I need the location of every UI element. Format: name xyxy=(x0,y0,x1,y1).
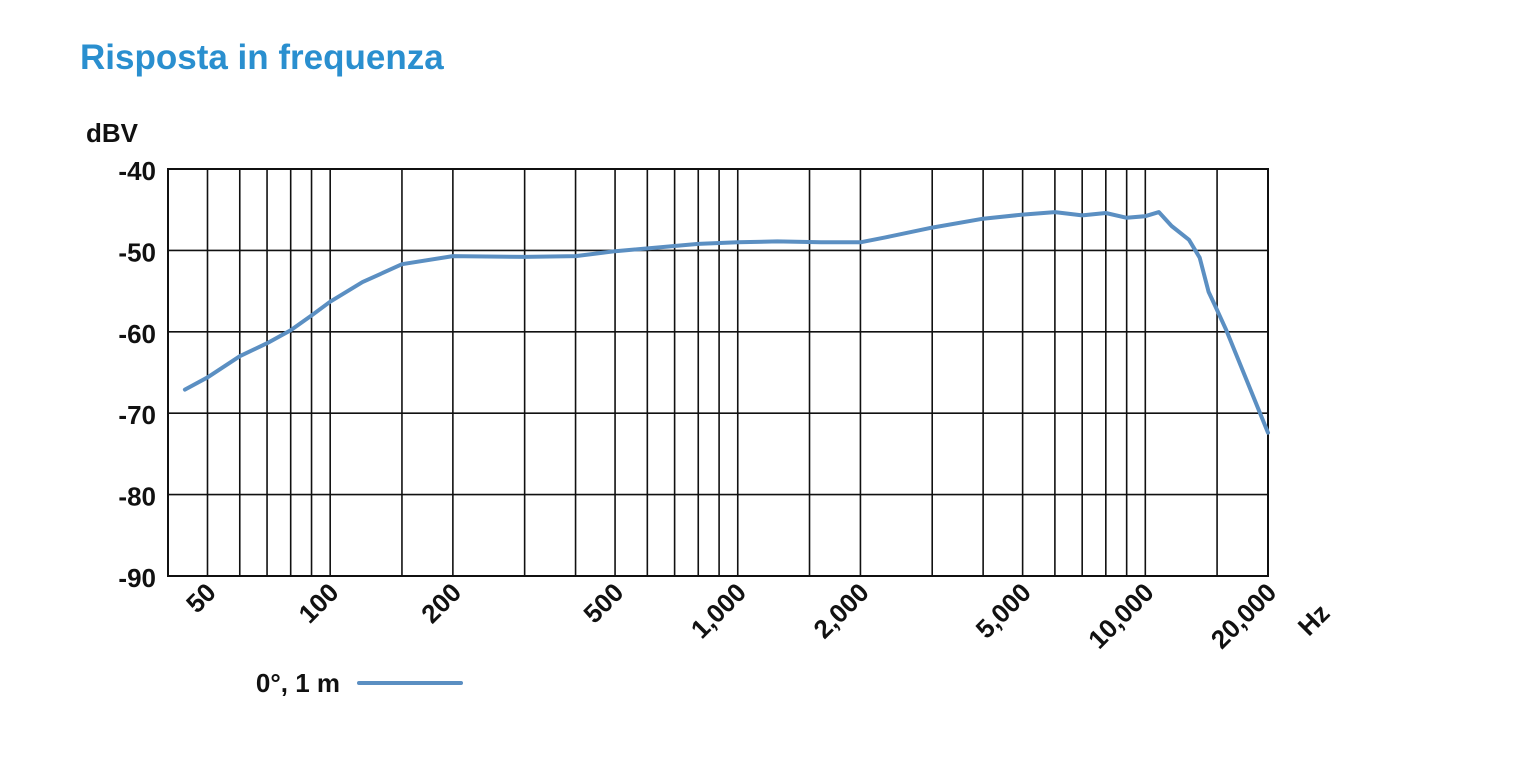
x-tick-label: 100 xyxy=(293,577,345,629)
chart-title: Risposta in frequenza xyxy=(80,38,444,77)
x-axis-label: Hz xyxy=(1292,598,1336,642)
x-tick-label: 50 xyxy=(180,577,222,619)
y-axis-label: dBV xyxy=(86,118,139,148)
x-tick-label: 20,000 xyxy=(1205,577,1282,654)
x-tick-label: 500 xyxy=(577,577,629,629)
y-tick-label: -50 xyxy=(118,237,156,267)
x-tick-label: 1,000 xyxy=(685,577,752,644)
legend-label: 0°, 1 m xyxy=(256,668,340,698)
y-tick-label: -60 xyxy=(118,319,156,349)
y-tick-label: -90 xyxy=(118,563,156,593)
series-line xyxy=(182,210,1270,435)
y-tick-label: -40 xyxy=(118,156,156,186)
y-tick-label: -80 xyxy=(118,482,156,512)
x-tick-label: 200 xyxy=(415,577,467,629)
x-tick-label: 5,000 xyxy=(970,577,1037,644)
plot-frame xyxy=(167,168,1269,577)
y-tick-label: -70 xyxy=(118,400,156,430)
x-tick-label: 10,000 xyxy=(1082,577,1159,654)
x-tick-label: 2,000 xyxy=(807,577,874,644)
